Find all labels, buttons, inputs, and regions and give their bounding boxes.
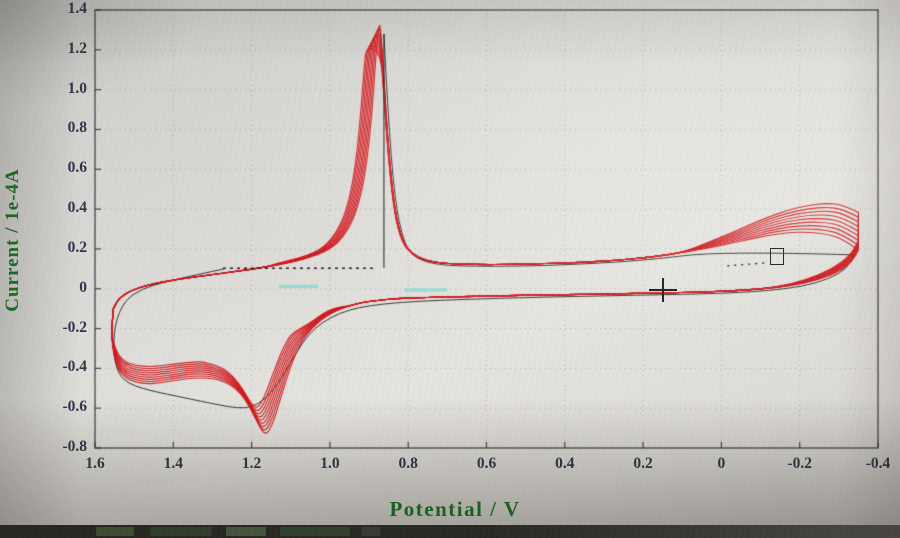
taskbar-item[interactable]: [96, 527, 134, 536]
taskbar-sliver: [0, 525, 900, 538]
selection-marker[interactable]: [770, 247, 785, 265]
taskbar-item[interactable]: [226, 527, 266, 536]
taskbar-item[interactable]: [280, 527, 350, 536]
taskbar-item[interactable]: [150, 527, 212, 536]
crosshair-vertical-bar: [661, 277, 664, 302]
cursor-crosshair[interactable]: [648, 277, 677, 302]
taskbar-item[interactable]: [362, 527, 380, 536]
